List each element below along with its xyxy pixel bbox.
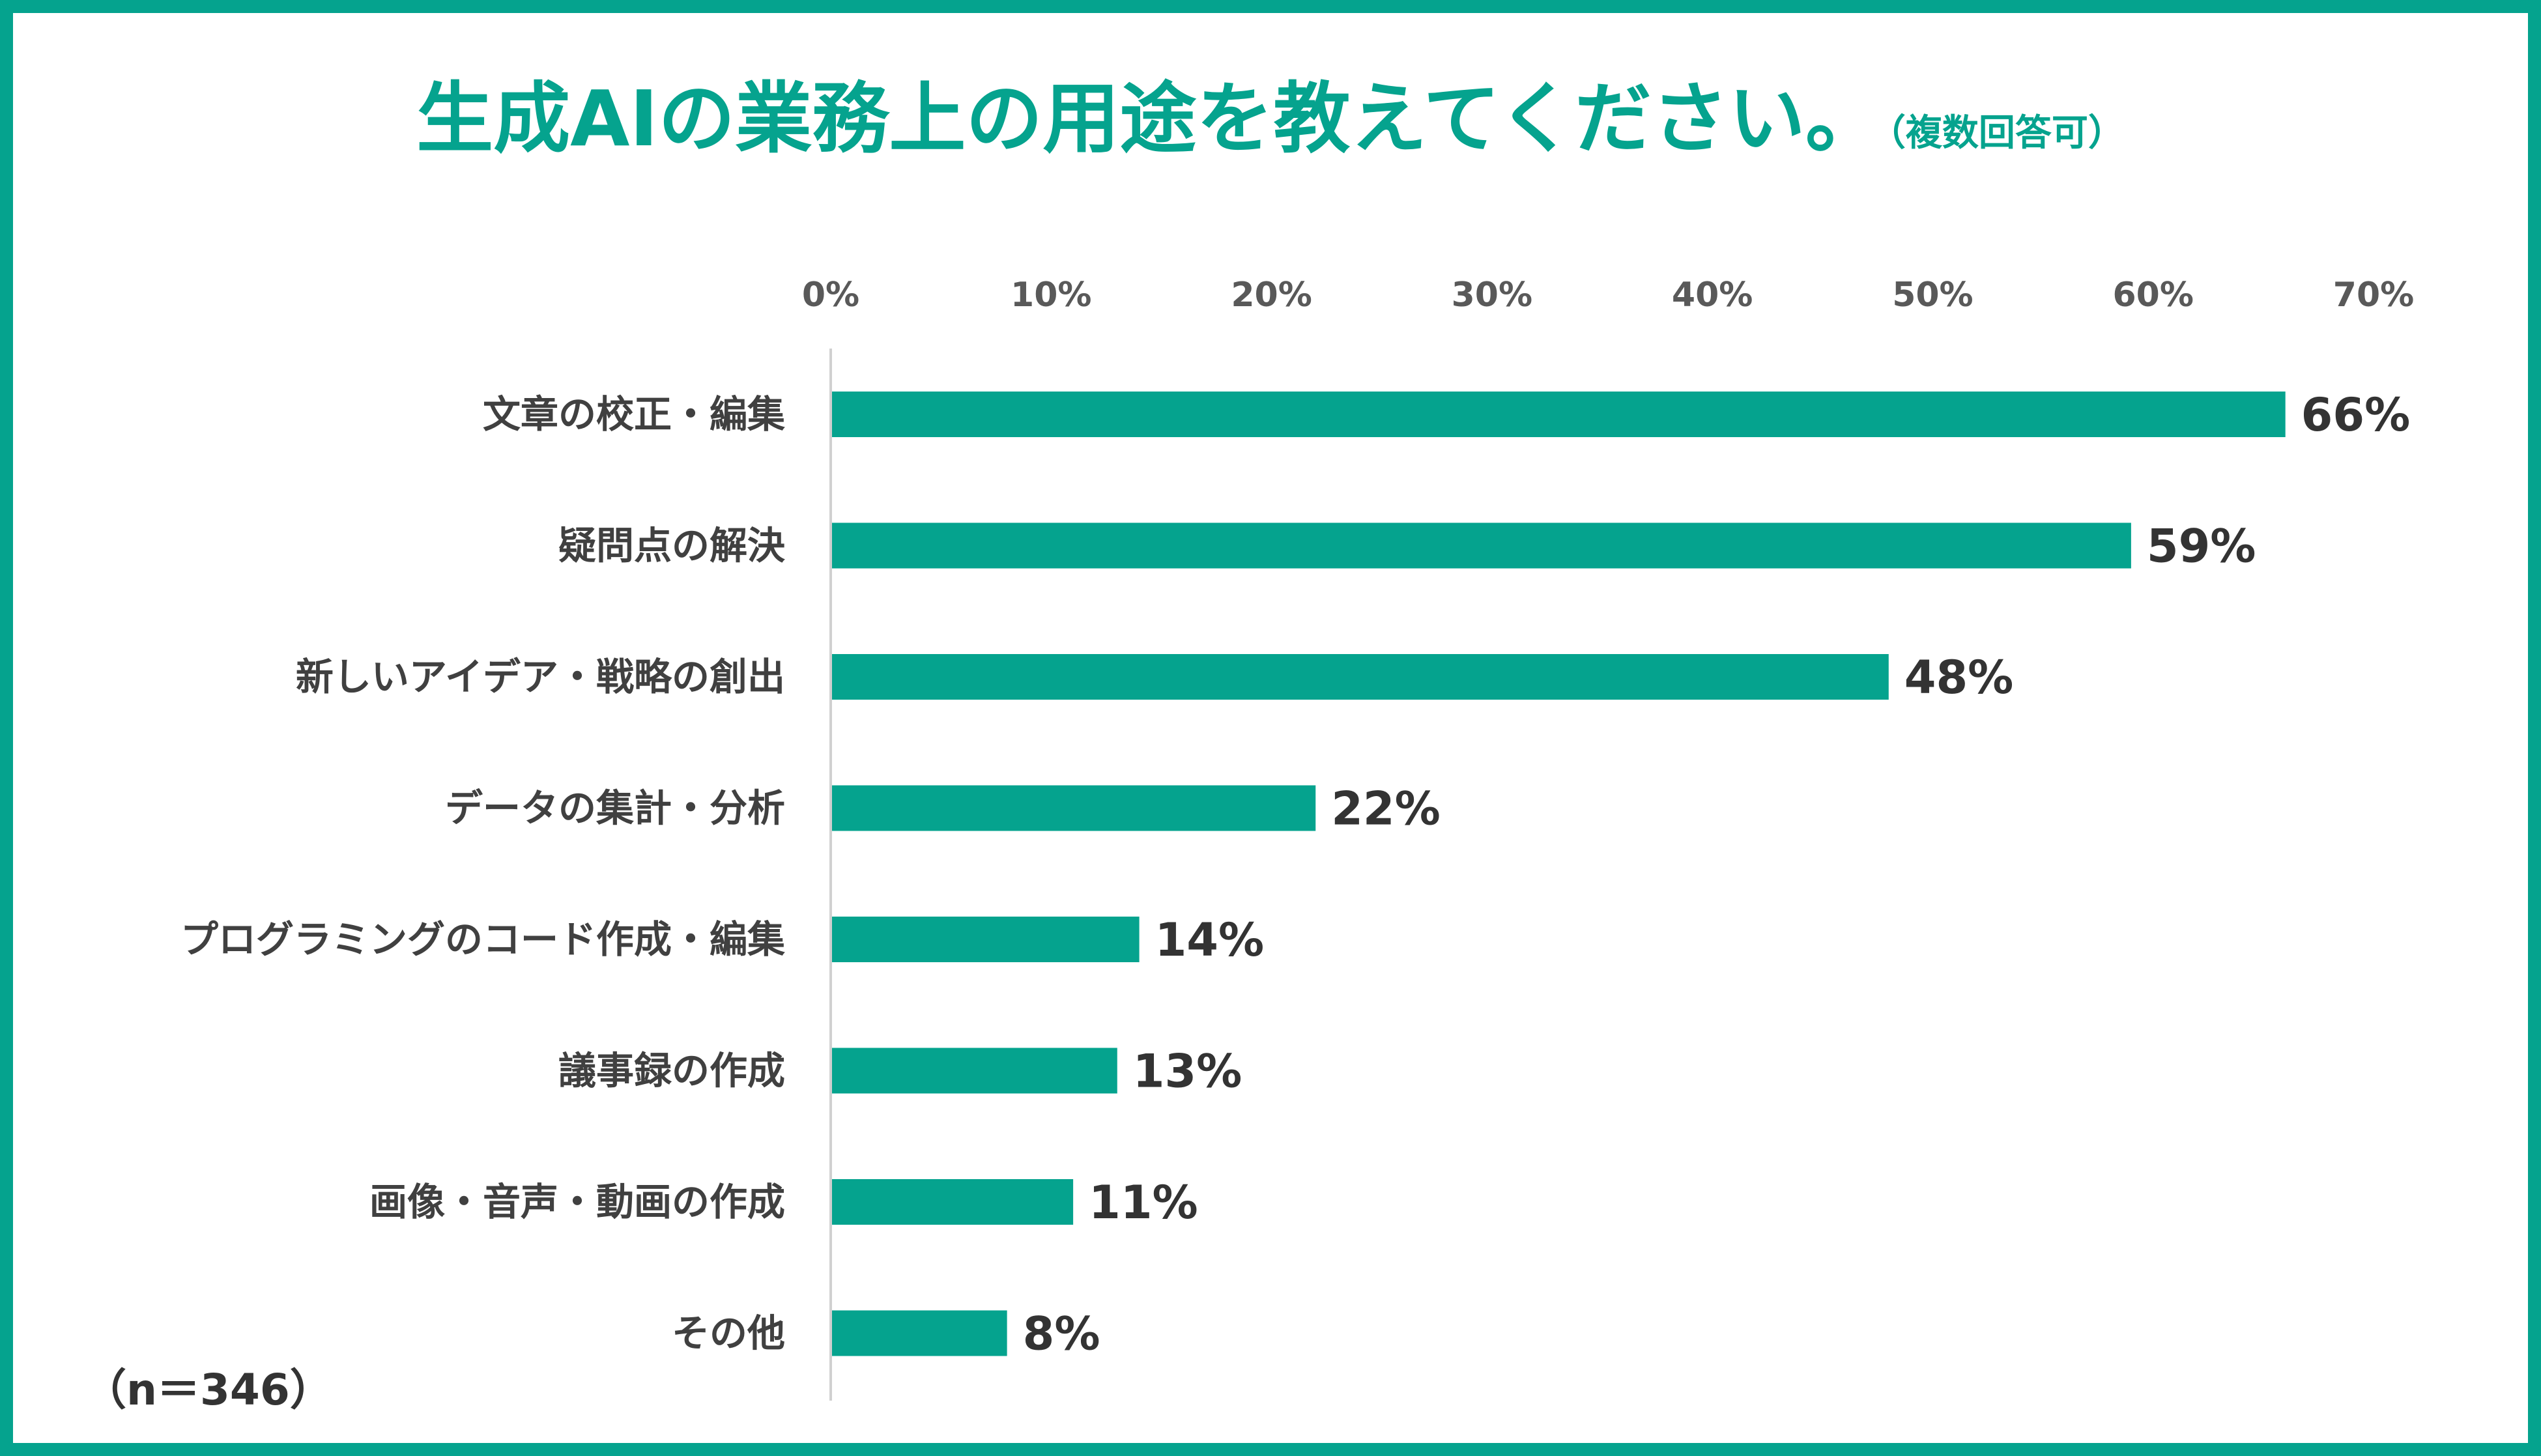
bar [832, 1048, 1117, 1094]
bar [832, 522, 2131, 569]
x-tick-label-20: 20% [1231, 276, 1312, 315]
value-label: 22% [1331, 782, 1441, 836]
value-labels: 66% 59% 48% 22% 14% 13% 11% 8% [1023, 388, 2411, 1361]
x-tick-label-10: 10% [1011, 276, 1091, 315]
category-label: その他 [672, 1311, 785, 1356]
category-label: 議事録の作成 [558, 1049, 785, 1093]
category-labels: 文章の校正・編集疑問点の解決新しいアイデア・戦略の創出データの集計・分析プログラ… [180, 392, 785, 1356]
x-tick-label-40: 40% [1672, 276, 1753, 315]
bar [832, 392, 2286, 437]
bar [832, 654, 1889, 700]
x-tick-label-30: 30% [1452, 276, 1532, 315]
category-label: 疑問点の解決 [558, 524, 785, 568]
value-label: 14% [1155, 913, 1265, 967]
value-label: 13% [1133, 1045, 1242, 1098]
x-tick-label-50: 50% [1892, 276, 1973, 315]
x-tick-label-60: 60% [2112, 276, 2193, 315]
category-label: プログラミングのコード作成・編集 [180, 917, 785, 962]
category-label: データの集計・分析 [445, 786, 785, 831]
x-axis-ticks: 0% 10% 20% 30% 40% 50% 60% 70% [802, 276, 2414, 315]
bar [832, 1179, 1074, 1225]
title-subtitle: （複数回答可） [1887, 112, 2125, 154]
value-label: 59% [2147, 520, 2256, 573]
value-label: 11% [1089, 1176, 1198, 1229]
x-tick-label-0: 0% [802, 276, 859, 315]
bar [832, 917, 1140, 962]
value-label: 48% [1904, 651, 2014, 704]
bars [832, 392, 2286, 1356]
x-tick-label-70: 70% [2333, 276, 2414, 315]
category-label: 文章の校正・編集 [483, 392, 785, 436]
chart-title: 生成AIの業務上の用途を教えてください。 （複数回答可） [0, 73, 2541, 165]
value-label: 66% [2301, 388, 2411, 442]
title-main: 生成AIの業務上の用途を教えてください。 [416, 74, 1882, 164]
value-label: 8% [1023, 1307, 1100, 1361]
sample-size-note: （n＝346） [83, 1365, 333, 1415]
category-label: 画像・音声・動画の作成 [369, 1180, 785, 1224]
category-label: 新しいアイデア・戦略の創出 [296, 655, 785, 699]
bar [832, 785, 1316, 831]
bar [832, 1310, 1007, 1356]
